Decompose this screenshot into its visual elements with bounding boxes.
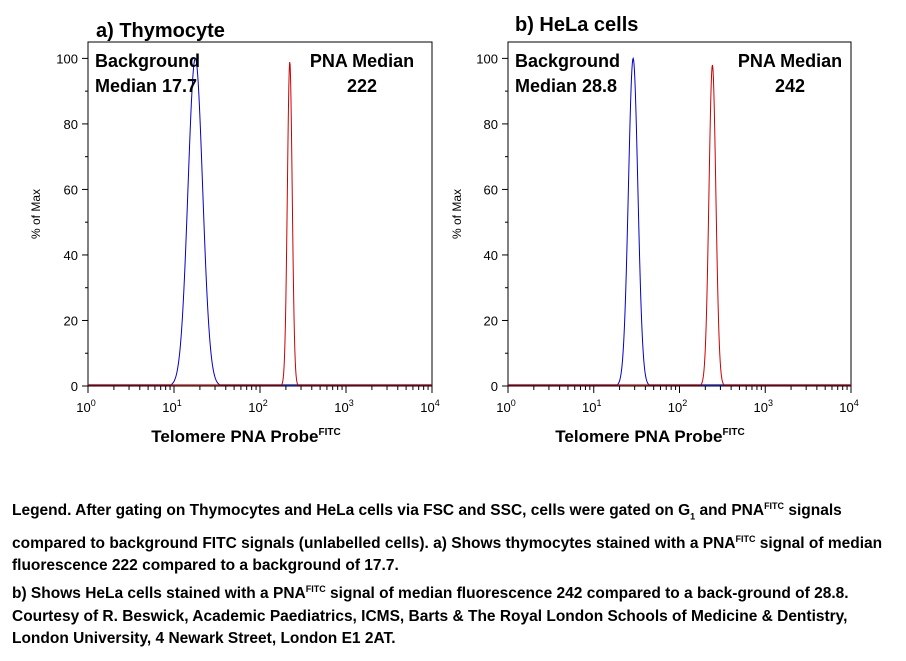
- legend-text-4: b) Shows HeLa cells stained with a PNA: [12, 585, 306, 603]
- chart-panel-b: 0 20 40 60 80 100 100 101 102 103 104 b) HeLa cells…: [450, 14, 859, 446]
- pna-histogram: [88, 61, 432, 386]
- x-tick-label: 101: [162, 398, 181, 415]
- y-tick-label: 80: [484, 117, 498, 132]
- y-axis-label: % of Max: [450, 189, 464, 239]
- x-axis-label: Telomere PNA ProbeFITC: [555, 427, 744, 446]
- legend-text-3: signal of median fluorescence 222 compar…: [12, 534, 883, 575]
- x-tick-label: 103: [334, 398, 353, 415]
- y-tick-label: 0: [71, 379, 78, 394]
- background-median-annotation: Median 28.8: [515, 76, 617, 96]
- legend-superscript-1: FITC: [764, 501, 785, 511]
- background-histogram: [508, 56, 851, 386]
- chart-panel-a: 0 20 40 60 80 100 100 101 102 103 104 a) Thymocyte B…: [29, 20, 440, 446]
- x-tick-label: 103: [754, 398, 773, 415]
- y-tick-label: 60: [484, 182, 498, 197]
- figure: 0 20 40 60 80 100 100 101 102 103 104 a) Thymocyte B…: [29, 14, 859, 446]
- y-tick-label: 100: [56, 51, 78, 66]
- legend-text-1b: and PNA: [695, 502, 765, 520]
- y-tick-label: 60: [64, 182, 78, 197]
- background-median-annotation: Median 17.7: [95, 76, 197, 96]
- y-tick-label: 20: [484, 313, 498, 328]
- x-axis-label: Telomere PNA ProbeFITC: [151, 427, 340, 446]
- y-axis-label: % of Max: [29, 189, 43, 239]
- pna-median-annotation: 222: [347, 76, 377, 96]
- legend-subscript: 1: [690, 511, 696, 522]
- pna-histogram: [508, 64, 851, 386]
- x-tick-label: 104: [839, 398, 858, 415]
- legend-text-5: signal of median fluorescence 242 compar…: [12, 585, 849, 648]
- y-tick-label: 80: [64, 117, 78, 132]
- pna-median-annotation: 242: [775, 76, 805, 96]
- x-tick-label: 104: [420, 398, 439, 415]
- x-tick-label: 100: [76, 398, 95, 415]
- pna-annotation: PNA Median: [738, 51, 842, 71]
- legend-superscript-2: FITC: [735, 533, 756, 544]
- y-tick-label: 100: [476, 51, 498, 66]
- chart-title: a) Thymocyte: [96, 20, 225, 42]
- pna-annotation: PNA Median: [310, 51, 414, 71]
- y-tick-label: 20: [64, 313, 78, 328]
- figure-legend: Legend. After gating on Thymocytes and H…: [12, 495, 897, 651]
- x-tick-label: 102: [668, 398, 687, 415]
- chart-title: b) HeLa cells: [515, 14, 638, 36]
- background-histogram: [88, 57, 432, 386]
- legend-text-1: Legend. After gating on Thymocytes and H…: [12, 502, 691, 520]
- y-tick-label: 40: [484, 248, 498, 263]
- y-tick-label: 40: [64, 248, 78, 263]
- legend-text-2: signals compared to background FITC sign…: [12, 502, 842, 552]
- background-annotation: Background: [515, 51, 620, 71]
- x-tick-label: 100: [496, 398, 515, 415]
- y-tick-label: 0: [491, 379, 498, 394]
- legend-superscript-3: FITC: [305, 583, 326, 594]
- x-tick-label: 101: [582, 398, 601, 415]
- x-tick-label: 102: [248, 398, 267, 415]
- background-annotation: Background: [95, 51, 200, 71]
